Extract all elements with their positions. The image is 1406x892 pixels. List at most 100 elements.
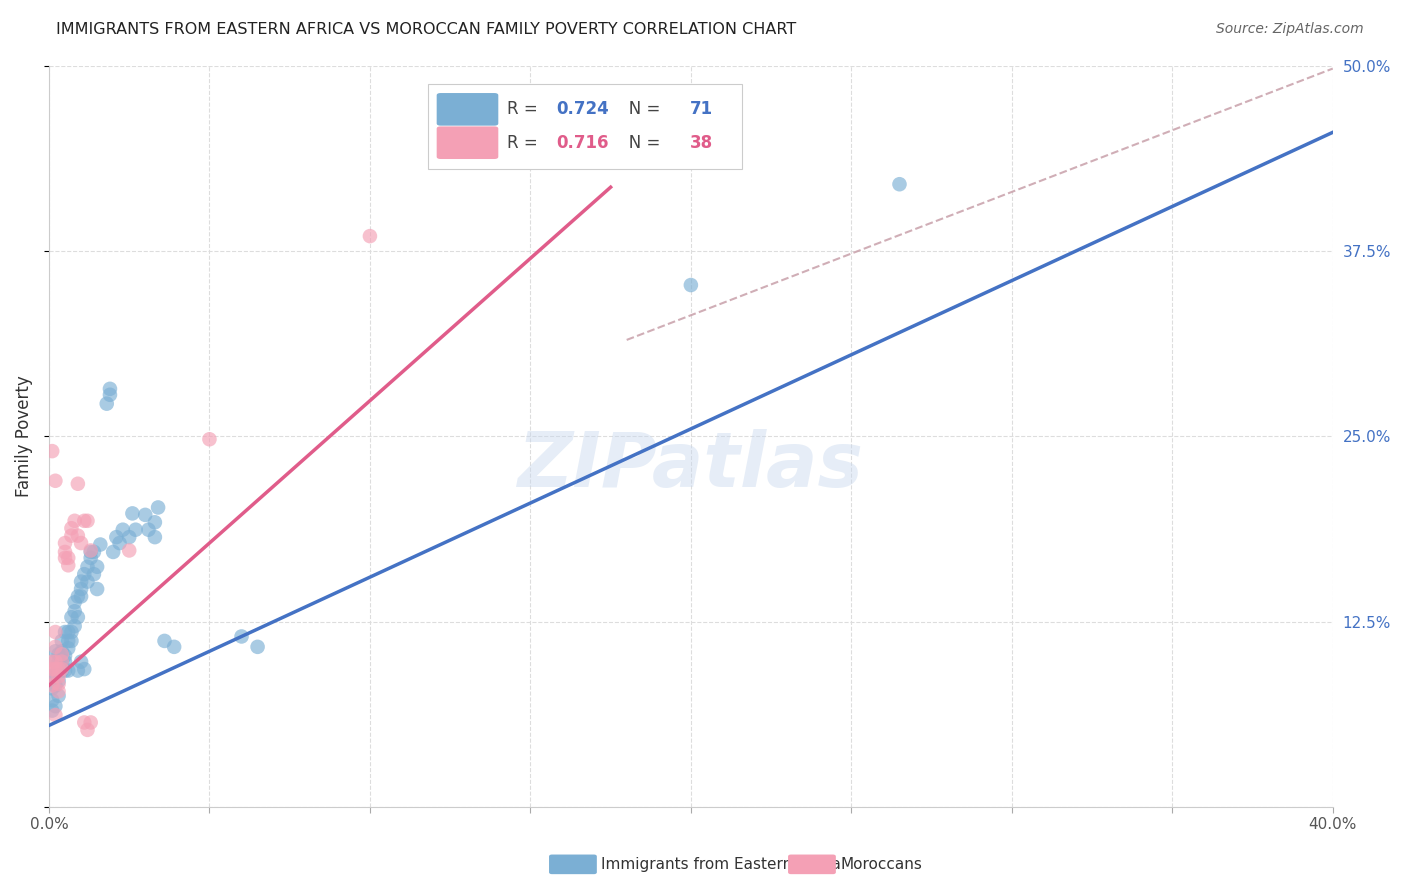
Point: [70, 574, 93, 589]
Text: ZIPatlas: ZIPatlas: [517, 429, 863, 503]
Point: [48, 647, 70, 661]
Point: [44, 644, 66, 658]
FancyBboxPatch shape: [437, 127, 498, 159]
Point: [41, 444, 63, 458]
Point: [51, 647, 73, 661]
Point: [51, 664, 73, 678]
Point: [86, 559, 108, 574]
Text: R =: R =: [508, 134, 543, 152]
Point: [63, 595, 86, 609]
Point: [76, 559, 98, 574]
Point: [83, 567, 105, 582]
Point: [44, 666, 66, 681]
Text: IMMIGRANTS FROM EASTERN AFRICA VS MOROCCAN FAMILY POVERTY CORRELATION CHART: IMMIGRANTS FROM EASTERN AFRICA VS MOROCC…: [56, 22, 796, 37]
Point: [48, 662, 70, 676]
Point: [53, 545, 76, 559]
Point: [58, 664, 80, 678]
Point: [41, 704, 63, 718]
Point: [98, 388, 121, 402]
Text: 0.724: 0.724: [557, 100, 609, 119]
Point: [66, 590, 89, 604]
Point: [80, 543, 103, 558]
Text: 71: 71: [689, 100, 713, 119]
Point: [44, 662, 66, 676]
Y-axis label: Family Poverty: Family Poverty: [15, 376, 32, 497]
Text: 0.716: 0.716: [557, 134, 609, 152]
Point: [58, 634, 80, 648]
Point: [76, 574, 98, 589]
Text: Source: ZipAtlas.com: Source: ZipAtlas.com: [1216, 22, 1364, 37]
Point: [41, 655, 63, 669]
Point: [679, 278, 702, 293]
Point: [66, 528, 89, 542]
Point: [70, 655, 93, 669]
Point: [53, 536, 76, 550]
Point: [63, 604, 86, 618]
Point: [359, 229, 381, 244]
Point: [41, 678, 63, 692]
Point: [63, 619, 86, 633]
Point: [53, 664, 76, 678]
Point: [48, 655, 70, 669]
Point: [73, 514, 96, 528]
Point: [53, 625, 76, 640]
Point: [58, 625, 80, 640]
Point: [89, 537, 111, 551]
Point: [53, 655, 76, 669]
Text: R =: R =: [508, 100, 543, 119]
Point: [41, 693, 63, 707]
Point: [58, 550, 80, 565]
Point: [41, 662, 63, 676]
Point: [73, 715, 96, 730]
Point: [70, 582, 93, 596]
Point: [143, 516, 166, 530]
FancyBboxPatch shape: [437, 93, 498, 126]
Point: [118, 543, 141, 558]
FancyBboxPatch shape: [427, 84, 742, 169]
Point: [48, 677, 70, 691]
Point: [80, 545, 103, 559]
Point: [41, 669, 63, 683]
Point: [51, 644, 73, 658]
Point: [889, 178, 911, 192]
Point: [96, 397, 118, 411]
Point: [121, 507, 143, 521]
Point: [76, 514, 98, 528]
Point: [41, 669, 63, 683]
Point: [48, 673, 70, 688]
Point: [105, 530, 128, 544]
Text: 38: 38: [689, 134, 713, 152]
Point: [44, 474, 66, 488]
Point: [48, 664, 70, 678]
Point: [51, 655, 73, 669]
Point: [44, 655, 66, 669]
Point: [48, 689, 70, 703]
Point: [143, 530, 166, 544]
Point: [51, 662, 73, 676]
Point: [231, 630, 253, 644]
Text: N =: N =: [613, 134, 665, 152]
Point: [98, 382, 121, 396]
Point: [53, 648, 76, 663]
Point: [66, 610, 89, 624]
Point: [101, 545, 124, 559]
Point: [134, 508, 156, 522]
Point: [198, 432, 221, 446]
Point: [73, 567, 96, 582]
Point: [51, 634, 73, 648]
Point: [44, 708, 66, 723]
Point: [80, 550, 103, 565]
Point: [138, 523, 160, 537]
Point: [83, 545, 105, 559]
Point: [111, 523, 134, 537]
Point: [146, 500, 169, 515]
Point: [48, 684, 70, 698]
Point: [124, 523, 146, 537]
Point: [44, 640, 66, 654]
Point: [86, 582, 108, 596]
Point: [80, 715, 103, 730]
Point: [70, 536, 93, 550]
Point: [76, 723, 98, 737]
Point: [73, 662, 96, 676]
Text: Moroccans: Moroccans: [841, 857, 922, 871]
